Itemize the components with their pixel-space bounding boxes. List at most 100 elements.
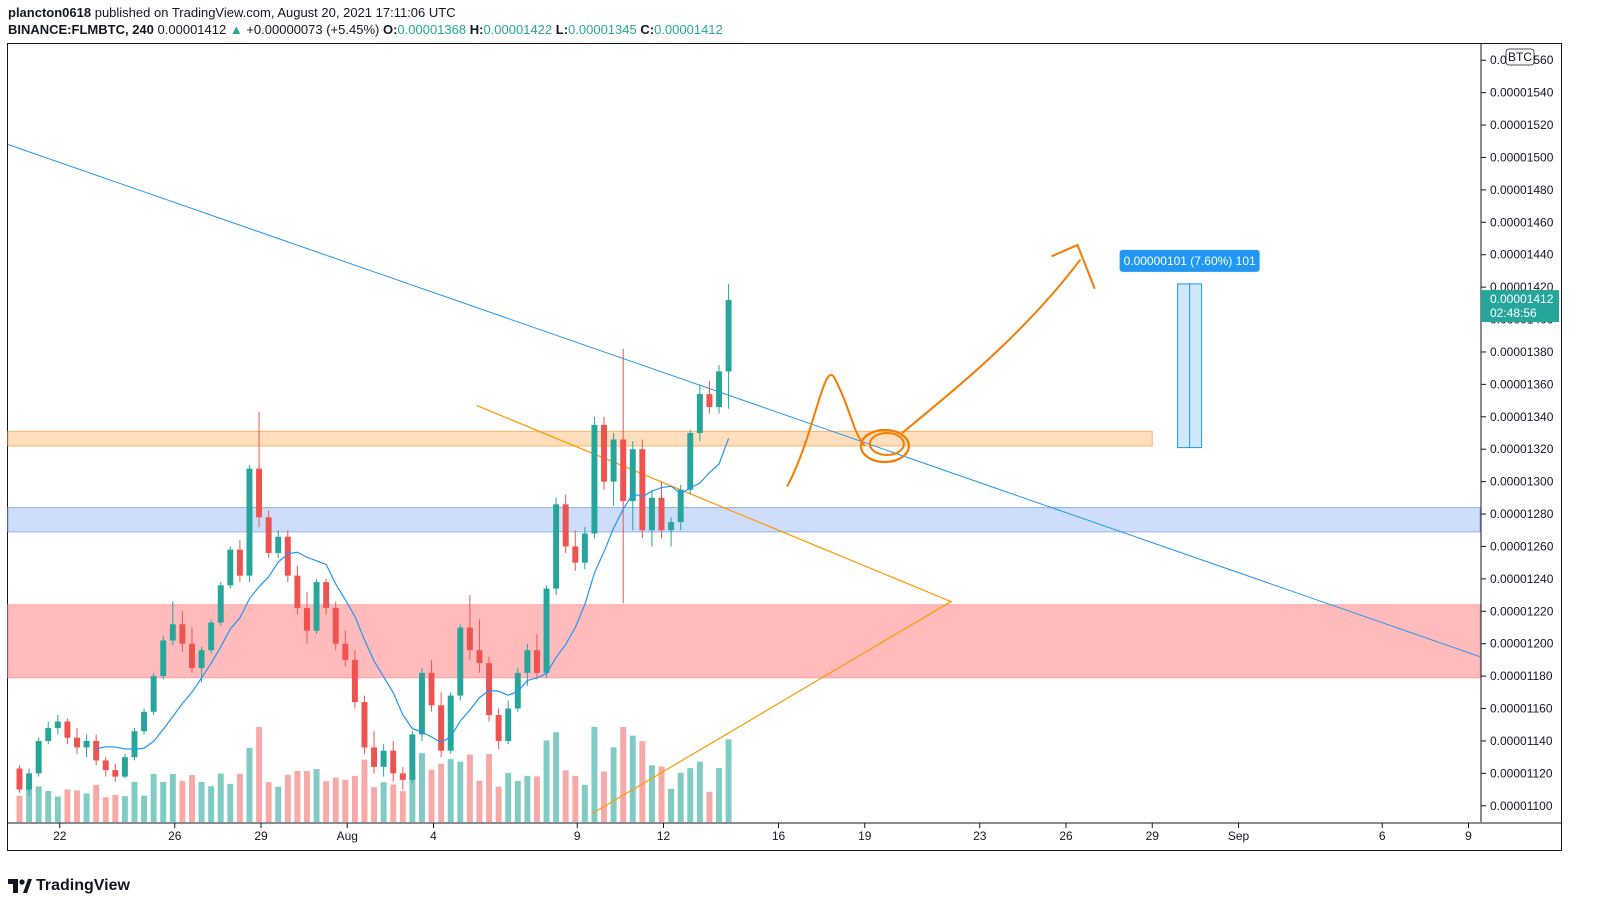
price-tick-label: 0.00001280 <box>1490 507 1554 521</box>
volume-bar <box>304 771 310 822</box>
volume-bar <box>16 795 23 822</box>
target-arrow <box>901 258 1082 434</box>
price-tick-label: 0.00001140 <box>1490 734 1553 748</box>
volume-bar <box>601 771 607 822</box>
price-tick-label: 0.00001200 <box>1490 637 1554 651</box>
volume-bar <box>438 763 445 822</box>
candle-body <box>677 489 684 523</box>
candle-body <box>35 740 42 774</box>
candle-body <box>629 449 636 502</box>
open-value: 0.00001368 <box>397 22 467 37</box>
swing-curve <box>786 373 866 487</box>
candle-body <box>524 650 531 673</box>
price-tick-label: 0.00001120 <box>1490 766 1553 780</box>
candle-body <box>169 624 176 641</box>
tradingview-logo[interactable]: TradingView <box>8 877 130 895</box>
orange-zone <box>7 430 1153 447</box>
volume-bar <box>581 784 588 822</box>
volume-bar <box>639 741 646 822</box>
candle-body <box>323 582 330 609</box>
candle-body <box>150 676 157 712</box>
candle-body <box>581 533 588 563</box>
volume-bar <box>265 782 272 822</box>
candle-body <box>131 731 138 758</box>
candle-body <box>54 721 61 728</box>
low-value: 0.00001345 <box>568 22 637 37</box>
candle-body <box>189 643 195 669</box>
volume-bar <box>246 747 253 822</box>
change-arrow-icon: ▲ <box>229 22 243 37</box>
volume-bar <box>45 790 52 822</box>
volume-bar <box>476 780 483 822</box>
time-tick-label: 23 <box>973 829 987 843</box>
candle-body <box>572 546 579 563</box>
candle-body <box>217 585 224 623</box>
candle-body <box>361 702 368 748</box>
chart-frame <box>7 43 1562 851</box>
candles-layer <box>16 283 732 797</box>
time-tick-label: 29 <box>1146 829 1160 843</box>
candle-body <box>418 672 425 735</box>
volume-bar <box>169 774 176 822</box>
volume-bar <box>256 727 263 822</box>
volume-bar <box>572 775 579 822</box>
volume-bar <box>284 774 291 822</box>
candle-body <box>668 522 675 531</box>
candle-body <box>93 740 100 761</box>
volume-bar <box>74 790 80 822</box>
publisher-name[interactable]: plancton0618 <box>8 5 92 20</box>
volume-bar <box>351 775 358 822</box>
candle-body <box>198 650 205 669</box>
price-tick-label: 0.00001540 <box>1490 86 1554 100</box>
candle-body <box>227 549 234 586</box>
ohlc-line: BINANCE:FLMBTC, 240 0.00001412 ▲ +0.0000… <box>8 21 723 38</box>
published-text: published on TradingView.com, August 20,… <box>94 5 456 20</box>
volume-bar <box>466 754 473 822</box>
price-tick-label: 0.00001240 <box>1490 572 1554 586</box>
volume-bar <box>543 740 550 822</box>
volume-bar <box>54 796 61 822</box>
volume-bar <box>323 781 330 822</box>
last-price-badge <box>1481 290 1559 323</box>
time-tick-label: 12 <box>657 829 671 843</box>
volume-bar <box>390 784 397 822</box>
candle-body <box>505 708 512 741</box>
candle-body <box>16 768 23 790</box>
volume-bar <box>677 772 684 822</box>
price-tick-label: 0.00001300 <box>1490 475 1554 489</box>
candle-body <box>457 627 464 696</box>
candle-body <box>74 737 80 748</box>
volume-bar <box>514 780 521 822</box>
candle-body <box>275 536 282 553</box>
volume-bar <box>26 786 33 822</box>
candle-body <box>371 747 378 767</box>
volume-bar <box>294 770 301 822</box>
volume-bar <box>716 768 722 822</box>
breakout-circle-inner <box>868 431 905 456</box>
volume-bar <box>610 747 617 822</box>
volume-bar <box>620 727 627 822</box>
candle-body <box>304 608 310 631</box>
high-label: H: <box>469 22 484 37</box>
candle-body <box>342 643 349 660</box>
chart-header: plancton0618 published on TradingView.co… <box>8 4 723 38</box>
breakout-circle <box>859 428 910 464</box>
time-tick-label: 6 <box>1379 829 1386 843</box>
tradingview-logo-text: TradingView <box>36 877 130 894</box>
symbol-label: BINANCE:FLMBTC, 240 <box>8 22 154 37</box>
candle-body <box>639 449 646 531</box>
price-tick-label: 0.00001380 <box>1490 345 1554 359</box>
publish-line: plancton0618 published on TradingView.co… <box>8 4 723 21</box>
candle-body <box>601 424 607 482</box>
volume-bar <box>658 766 665 822</box>
candle-body <box>409 734 416 780</box>
change-value: +0.00000073 (+5.45%) <box>246 22 380 37</box>
volume-layer <box>16 727 732 822</box>
time-tick-label: Sep <box>1228 829 1250 843</box>
candle-body <box>658 497 665 531</box>
candle-body <box>725 300 732 372</box>
candle-body <box>610 439 617 482</box>
candle-body <box>102 760 109 771</box>
candle-body <box>313 582 320 631</box>
